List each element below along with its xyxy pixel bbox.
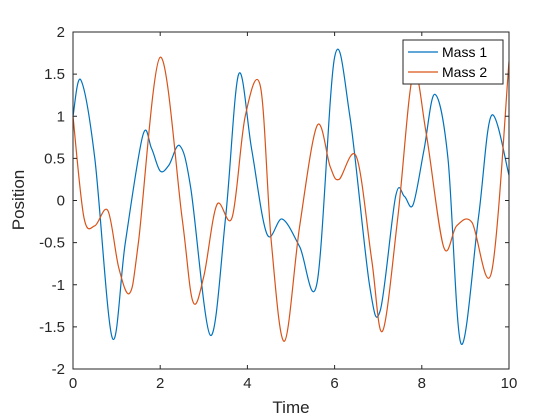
- y-tick-label: 0: [57, 193, 65, 210]
- legend-box: [402, 39, 504, 85]
- x-tick-label: 10: [501, 375, 518, 392]
- series-line-mass-1: [72, 48, 510, 345]
- y-tick-label: 1.5: [44, 66, 65, 83]
- x-tick-label: 2: [156, 375, 164, 392]
- x-tick-label: 8: [418, 375, 426, 392]
- y-tick-label: -0.5: [39, 235, 65, 252]
- y-tick-label: -1.5: [39, 319, 65, 336]
- legend-label: Mass 1: [442, 44, 487, 60]
- plot-area: [73, 32, 509, 369]
- x-tick-label: 6: [330, 375, 338, 392]
- y-tick-label: -1: [52, 277, 65, 294]
- y-tick-label: 1: [57, 108, 65, 125]
- x-axis-label: Time: [272, 398, 309, 417]
- x-tick-label: 0: [69, 375, 77, 392]
- y-tick-label: 0.5: [44, 150, 65, 167]
- legend-label: Mass 2: [442, 64, 487, 80]
- x-tick-label: 4: [243, 375, 251, 392]
- y-axis-label: Position: [9, 170, 28, 230]
- legend: Mass 1 Mass 2: [402, 39, 504, 85]
- ticks-layer: 0 2 4 6 8 10 -2 -1.5 -1 -0.5 0 0.5 1 1.5 2: [39, 24, 517, 392]
- series-layer: [72, 48, 510, 345]
- y-tick-label: -2: [52, 361, 65, 378]
- series-line-mass-2: [72, 56, 510, 342]
- y-tick-label: 2: [57, 24, 65, 41]
